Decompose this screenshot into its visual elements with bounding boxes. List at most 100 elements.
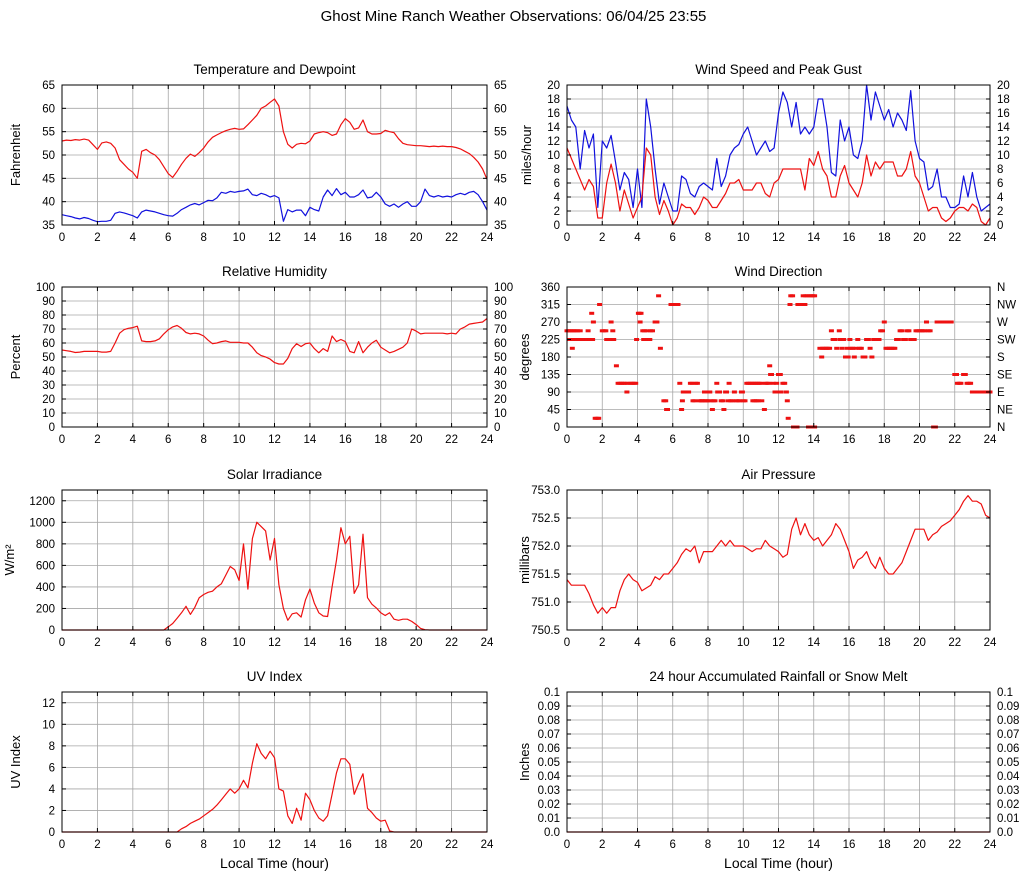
axis-ticks	[566, 489, 991, 631]
x-tick-label: 16	[843, 434, 856, 446]
y-tick-label-right: 0.06	[997, 743, 1019, 755]
y-tick-label-right: SW	[997, 335, 1016, 347]
x-tick-label: 2	[599, 434, 605, 446]
y-tick-label: 1200	[29, 496, 55, 508]
y-tick-label: 753.0	[531, 485, 560, 497]
x-tick-label: 6	[670, 637, 676, 649]
x-tick-label: 12	[268, 637, 281, 649]
wind-direction-points	[564, 294, 993, 429]
y-tick-label: 60	[42, 103, 55, 115]
y-tick-label-right: 65	[494, 80, 507, 92]
y-tick-label: 45	[42, 173, 55, 185]
x-tick-label: 24	[984, 839, 997, 851]
axis-ticks	[566, 84, 991, 226]
x-tick-label: 20	[410, 839, 423, 851]
y-tick-label: 0.03	[538, 785, 560, 797]
y-tick-label: 0.08	[538, 715, 560, 727]
x-tick-label: 2	[94, 232, 100, 244]
y-tick-label: 0.02	[538, 799, 560, 811]
y-tick-label: 360	[541, 282, 560, 294]
x-tick-label: 12	[268, 232, 281, 244]
x-tick-label: 16	[339, 232, 352, 244]
gridlines	[566, 489, 991, 631]
x-tick-label: 14	[304, 839, 317, 851]
axis-ticks	[566, 286, 991, 428]
y-tick-label: 0.1	[544, 687, 560, 699]
y-tick-label: 800	[36, 539, 55, 551]
y-tick-label: 12	[547, 136, 560, 148]
y-tick-label: 40	[42, 366, 55, 378]
x-tick-label: 18	[374, 232, 387, 244]
x-tick-label: 8	[200, 637, 206, 649]
y-tick-label: 0	[49, 422, 55, 434]
x-tick-label: 14	[304, 232, 317, 244]
chart-title: UV Index	[247, 669, 303, 684]
axis-ticks	[61, 286, 488, 428]
x-tick-label: 0	[59, 839, 65, 851]
x-tick-label: 4	[130, 637, 137, 649]
y-tick-label: 45	[547, 405, 560, 417]
x-tick-label: 20	[913, 434, 926, 446]
axis-ticks	[61, 692, 488, 833]
y-tick-label: 100	[36, 282, 55, 294]
chart-title: Relative Humidity	[222, 264, 327, 279]
y-tick-label-right: 0.08	[997, 715, 1019, 727]
y-tick-label-right: 0.02	[997, 799, 1019, 811]
y-tick-label-right: 20	[997, 80, 1010, 92]
y-tick-label: 50	[42, 352, 55, 364]
y-tick-label: 50	[42, 150, 55, 162]
y-tick-label-right: 12	[997, 136, 1010, 148]
y-tick-label: 16	[547, 108, 560, 120]
y-tick-label-right: 0.05	[997, 757, 1019, 769]
y-tick-label: 8	[49, 741, 55, 753]
y-tick-label: 200	[36, 603, 55, 615]
x-tick-label: 24	[481, 232, 494, 244]
x-tick-label: 20	[913, 839, 926, 851]
y-tick-label-right: 0.1	[997, 687, 1013, 699]
y-tick-label: 0.05	[538, 757, 560, 769]
y-tick-label-right: 6	[997, 178, 1003, 190]
y-tick-label: 0.09	[538, 701, 560, 713]
chart-title: 24 hour Accumulated Rainfall or Snow Mel…	[649, 669, 907, 684]
y-tick-label-right: 16	[997, 108, 1010, 120]
y-tick-label-right: 0.09	[997, 701, 1019, 713]
y-tick-label-right: 4	[997, 192, 1004, 204]
y-tick-label-right: S	[997, 352, 1005, 364]
x-tick-label: 20	[410, 232, 423, 244]
x-tick-label: 20	[913, 232, 926, 244]
y-tick-label-right: 0.07	[997, 729, 1019, 741]
y-tick-label: 751.5	[531, 569, 560, 581]
x-tick-label: 6	[670, 839, 676, 851]
y-tick-label: 10	[547, 150, 560, 162]
y-tick-label-right: 40	[494, 366, 507, 378]
gridlines	[61, 286, 488, 428]
y-axis-label: Fahrenheit	[8, 124, 23, 187]
y-tick-label: 0	[49, 625, 55, 637]
x-tick-label: 14	[807, 839, 820, 851]
y-tick-label-right: N	[997, 282, 1005, 294]
x-tick-label: 2	[94, 637, 100, 649]
x-tick-label: 4	[130, 839, 137, 851]
y-tick-label: 10	[42, 719, 55, 731]
y-tick-label: 4	[49, 784, 56, 796]
x-tick-label: 18	[878, 839, 891, 851]
y-tick-label: 0.01	[538, 813, 560, 825]
y-tick-label-right: 40	[494, 197, 507, 209]
x-tick-label: 24	[481, 839, 494, 851]
y-tick-label: 600	[36, 560, 55, 572]
y-tick-label: 2	[49, 805, 55, 817]
x-tick-label: 8	[705, 839, 711, 851]
gridlines	[566, 286, 991, 428]
y-tick-label: 0.0	[544, 827, 560, 839]
x-tick-label: 10	[737, 637, 750, 649]
chart-title: Wind Direction	[735, 264, 823, 279]
y-tick-label-right: 50	[494, 352, 507, 364]
y-tick-label: 12	[42, 698, 55, 710]
y-tick-label-right: SE	[997, 370, 1013, 382]
y-tick-label: 20	[42, 394, 55, 406]
y-tick-label-right: 10	[494, 408, 507, 420]
